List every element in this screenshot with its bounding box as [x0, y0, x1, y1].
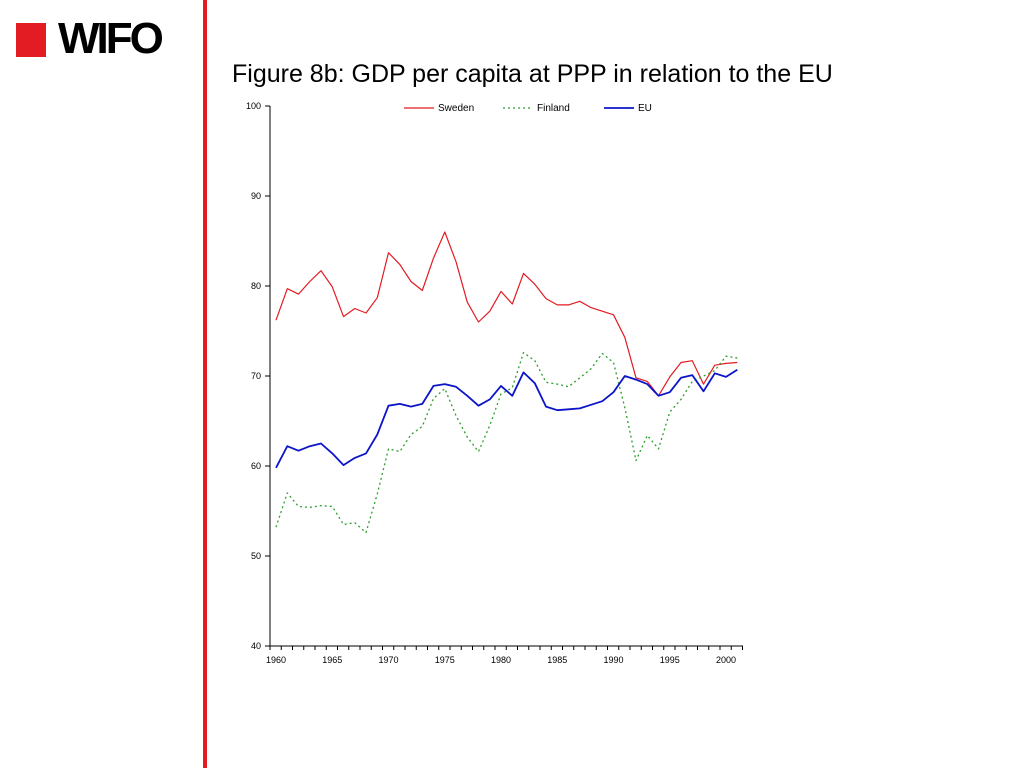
- x-tick-label: 1990: [603, 655, 623, 665]
- x-tick-label: 1975: [435, 655, 455, 665]
- y-tick-label: 60: [251, 461, 261, 471]
- y-tick-label: 40: [251, 641, 261, 651]
- slide-title: Figure 8b: GDP per capita at PPP in rela…: [232, 60, 833, 88]
- y-tick-label: 80: [251, 281, 261, 291]
- y-tick-label: 90: [251, 191, 261, 201]
- logo-wordmark: WIFO: [58, 14, 164, 63]
- x-tick-label: 1960: [266, 655, 286, 665]
- chart-legend: Sweden Finland EU: [404, 103, 652, 114]
- y-tick-label: 100: [246, 101, 261, 111]
- x-tick-label: 1995: [660, 655, 680, 665]
- legend-label-eu: EU: [638, 103, 652, 114]
- y-tick-label: 50: [251, 551, 261, 561]
- x-tick-label: 1985: [547, 655, 567, 665]
- series-line-eu: [275, 368, 738, 469]
- legend-label-sweden: Sweden: [438, 103, 474, 114]
- x-tick-label: 1980: [491, 655, 511, 665]
- x-tick-label: 1965: [322, 655, 342, 665]
- chart-axes: 40 50 60 70 80 90 100 1960 1965 1970 1975 1980 1985 1…: [246, 101, 743, 665]
- x-tick-label: 2000: [716, 655, 736, 665]
- logo-square: [16, 23, 46, 57]
- y-tick-label: 70: [251, 371, 261, 381]
- legend-label-finland: Finland: [537, 103, 570, 114]
- chart-series: [275, 231, 738, 534]
- x-tick-label: 1970: [378, 655, 398, 665]
- series-line-sweden: [275, 231, 738, 397]
- vertical-divider: [203, 0, 207, 768]
